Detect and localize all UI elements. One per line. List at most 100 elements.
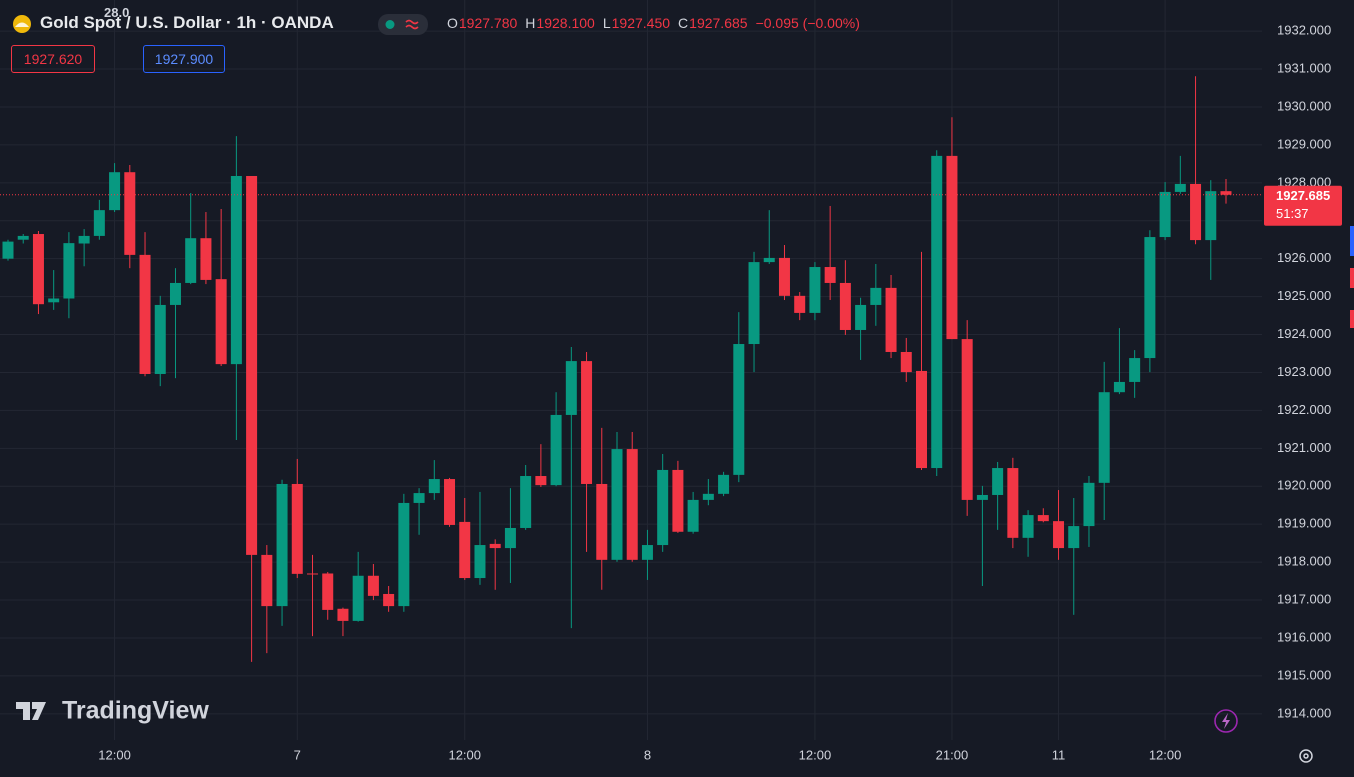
- candle-body: [718, 474, 730, 494]
- candle-body: [200, 238, 212, 280]
- candle-body: [931, 155, 943, 469]
- candle-body: [1098, 392, 1110, 483]
- candle-body: [337, 608, 349, 621]
- sell-button[interactable]: 1927.620: [11, 45, 95, 73]
- candle-body: [1022, 515, 1034, 538]
- candle-body: [1220, 191, 1232, 195]
- candle-body: [794, 295, 806, 313]
- y-tick-label: 1929.000: [1277, 136, 1331, 151]
- side-marker: [1350, 268, 1354, 288]
- y-tick-label: 1931.000: [1277, 60, 1331, 75]
- ohlc-key: C: [678, 15, 689, 31]
- candle-body: [565, 361, 577, 415]
- candle-body: [1159, 191, 1171, 238]
- candle-body: [809, 267, 821, 313]
- candle-body: [78, 235, 90, 244]
- status-toggle[interactable]: [378, 14, 428, 35]
- candle-body: [1190, 183, 1202, 241]
- y-tick-label: 1919.000: [1277, 516, 1331, 531]
- candle-body: [855, 304, 867, 330]
- y-tick-label: 1923.000: [1277, 364, 1331, 379]
- candle-body: [1068, 526, 1080, 549]
- ohlc-value: 1927.685: [689, 15, 748, 31]
- price-change: −0.095 (−0.00%): [755, 15, 860, 31]
- candle-body: [124, 172, 136, 255]
- candle-body: [459, 521, 471, 579]
- candle-body: [307, 573, 318, 575]
- ohlc-key: L: [602, 15, 611, 31]
- y-tick-label: 1918.000: [1277, 554, 1331, 569]
- candle-body: [1174, 183, 1186, 192]
- ohlc-item: C1927.685: [678, 15, 748, 31]
- side-marker: [1350, 310, 1354, 328]
- candle-body: [687, 499, 699, 532]
- candle-body: [946, 155, 958, 340]
- candle-body: [641, 545, 653, 560]
- y-tick-label: 1916.000: [1277, 629, 1331, 644]
- candle-body: [748, 262, 760, 345]
- candle-body: [1053, 521, 1065, 549]
- candle-body: [611, 449, 623, 560]
- candle-body: [474, 545, 486, 579]
- alert-icon: [1222, 713, 1230, 729]
- ohlc-item: O1927.780: [447, 15, 517, 31]
- settings-icon: [1303, 753, 1309, 759]
- x-tick-label: 12:00: [1149, 747, 1182, 762]
- candle-body: [154, 304, 166, 374]
- candle-body: [48, 298, 60, 303]
- candle-body: [291, 483, 303, 574]
- candle-body: [489, 543, 501, 549]
- symbol-title[interactable]: Gold Spot / U.S. Dollar · 1h · OANDA: [40, 13, 334, 32]
- candle-body: [230, 175, 242, 365]
- candle-body: [657, 469, 669, 546]
- ohlc-value: 1927.780: [458, 15, 518, 31]
- alert-button[interactable]: [1214, 709, 1238, 733]
- candle-body: [596, 483, 608, 560]
- candle-body: [413, 493, 425, 503]
- candle-body: [32, 234, 44, 305]
- candle-body: [215, 279, 227, 365]
- symbol-logo-mark: [15, 22, 29, 27]
- candle-body: [1113, 381, 1125, 393]
- candle-body: [398, 502, 410, 607]
- candle-body: [1129, 358, 1141, 382]
- watermark: TradingView: [62, 697, 209, 725]
- watermark-logo: [16, 702, 46, 720]
- candle-body: [17, 235, 29, 240]
- y-tick-label: 1922.000: [1277, 402, 1331, 417]
- candle-body: [672, 469, 684, 532]
- candle-body: [961, 339, 973, 500]
- y-tick-label: 1915.000: [1277, 667, 1331, 682]
- delay-icon: [405, 19, 419, 30]
- y-tick-label: 1917.000: [1277, 591, 1331, 606]
- candle-body: [900, 351, 912, 373]
- candle-body: [63, 243, 75, 299]
- candle-body: [824, 267, 836, 283]
- x-tick-label: 7: [294, 747, 301, 762]
- y-tick-label: 1930.000: [1277, 98, 1331, 113]
- market-open-dot: [385, 20, 395, 29]
- ohlc-value: 1928.100: [536, 15, 595, 31]
- candle-body: [1205, 191, 1217, 241]
- ohlc-value: 1927.450: [611, 15, 671, 31]
- candle-body: [109, 172, 121, 211]
- candle-body: [778, 257, 790, 296]
- candle-body: [322, 573, 334, 610]
- y-tick-label: 1932.000: [1277, 23, 1331, 38]
- ohlc-item: L1927.450: [603, 15, 670, 31]
- settings-button[interactable]: [1299, 749, 1313, 763]
- candle-body: [733, 344, 745, 475]
- y-tick-label: 1914.000: [1277, 705, 1331, 720]
- y-tick-label: 1928.000: [1277, 174, 1331, 189]
- candle-body: [976, 494, 988, 500]
- candle-body: [992, 468, 1004, 495]
- candle-body: [626, 449, 638, 560]
- candle-body: [763, 257, 775, 263]
- buy-button[interactable]: 1927.900: [143, 45, 225, 73]
- candle-body: [702, 493, 714, 500]
- candle-body: [916, 370, 927, 469]
- x-tick-label: 12:00: [98, 747, 131, 762]
- x-tick-label: 21:00: [936, 747, 969, 762]
- ohlc-legend: O1927.780 H1928.100 L1927.450 C1927.685 …: [447, 15, 860, 31]
